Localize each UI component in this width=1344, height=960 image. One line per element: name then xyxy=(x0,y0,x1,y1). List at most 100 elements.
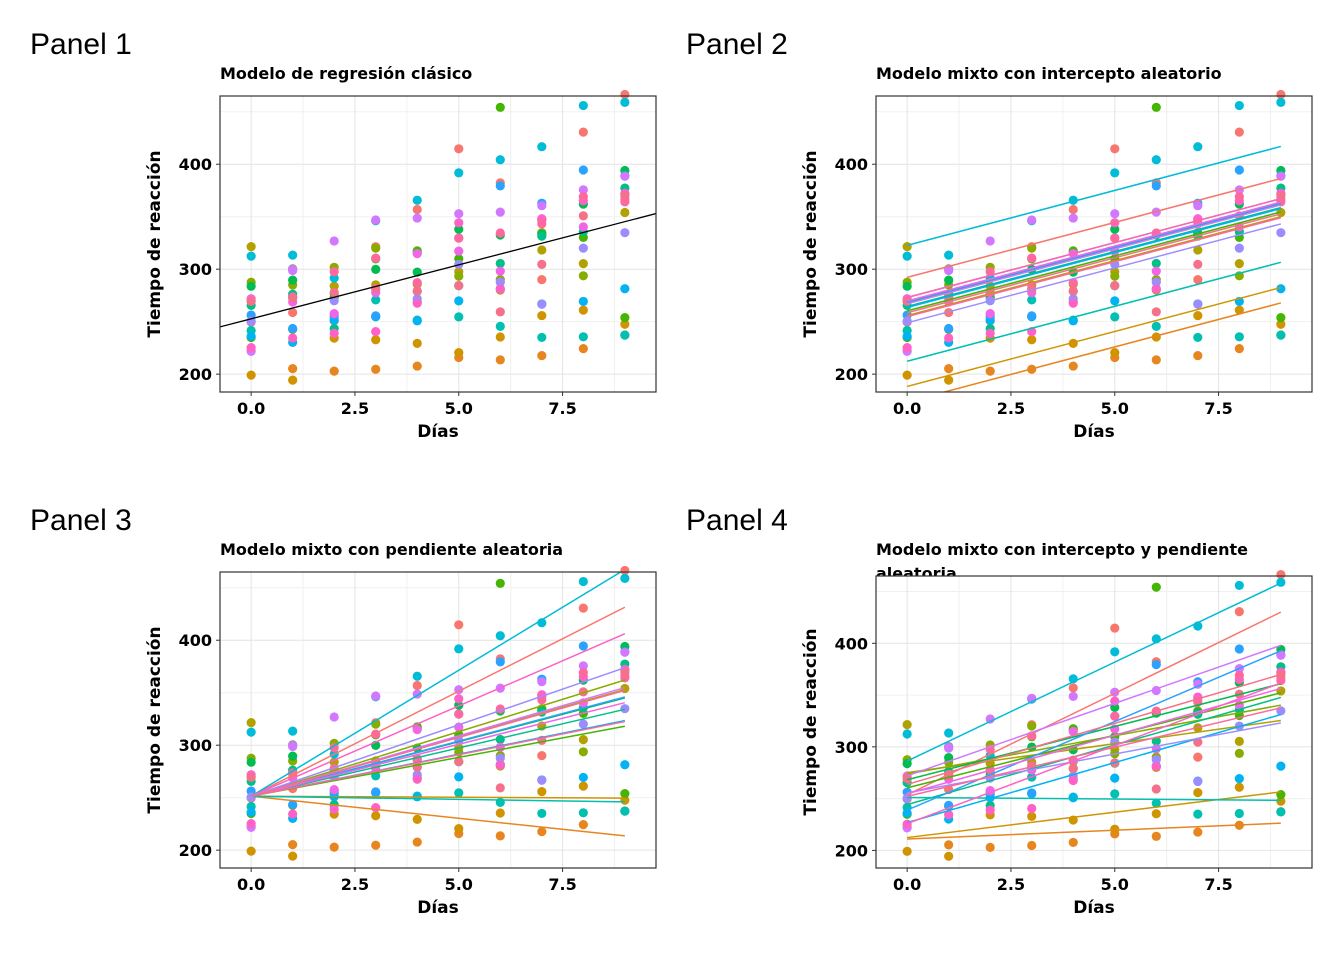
data-point xyxy=(944,375,954,385)
data-point xyxy=(371,215,381,225)
data-point xyxy=(288,293,298,303)
data-point xyxy=(620,330,630,340)
data-point xyxy=(902,719,912,730)
data-point xyxy=(1151,761,1161,772)
subject-fit-line xyxy=(250,667,626,797)
data-point xyxy=(495,797,505,807)
subject-fit-line xyxy=(906,261,1282,362)
x-tick-label: 5.0 xyxy=(1101,399,1129,418)
data-point xyxy=(329,267,339,277)
data-point xyxy=(454,756,464,767)
data-point xyxy=(288,851,298,861)
data-point xyxy=(246,807,256,817)
chart-svg: 0.0 2.5 5.0 7.5 200 300 400 Días Tiempo de reacc… xyxy=(145,565,657,918)
data-point xyxy=(246,242,256,252)
data-point xyxy=(902,759,912,769)
subject-fit-line xyxy=(907,796,1281,802)
data-point xyxy=(1151,181,1161,191)
data-point xyxy=(1027,811,1037,822)
data-point xyxy=(1234,644,1244,654)
data-point xyxy=(288,265,298,276)
data-point xyxy=(578,576,588,587)
data-point xyxy=(1234,748,1244,758)
data-point xyxy=(537,808,547,819)
data-point xyxy=(246,772,256,782)
data-point xyxy=(537,219,547,229)
data-point xyxy=(454,772,464,782)
data-point xyxy=(495,578,505,588)
data-point xyxy=(578,781,588,791)
y-axis-label: Tiempo de reacción xyxy=(801,150,821,337)
data-point xyxy=(1276,228,1286,238)
data-point xyxy=(1151,307,1161,317)
data-point xyxy=(1110,789,1120,799)
data-point xyxy=(620,788,630,799)
data-point xyxy=(371,840,381,850)
data-point xyxy=(454,209,464,219)
data-point xyxy=(1193,827,1203,837)
data-point xyxy=(288,275,298,285)
data-point xyxy=(1234,127,1244,137)
data-point xyxy=(944,250,954,260)
panel-2: Panel 2 Modelo mixto con intercepto alea… xyxy=(656,0,1328,480)
subject-fit-line xyxy=(250,708,626,797)
data-point xyxy=(620,760,630,770)
data-point xyxy=(288,307,298,318)
data-point xyxy=(537,350,547,361)
data-point xyxy=(985,842,995,852)
data-point xyxy=(1276,789,1286,800)
subject-fit-line xyxy=(906,206,1282,308)
data-point xyxy=(578,735,588,745)
data-point xyxy=(1068,763,1078,773)
data-point xyxy=(371,243,381,253)
data-point xyxy=(1193,788,1203,798)
data-point xyxy=(1110,711,1120,721)
data-point xyxy=(495,181,505,191)
data-point xyxy=(578,127,588,137)
data-point xyxy=(1234,243,1244,253)
data-point xyxy=(578,344,588,354)
data-point xyxy=(329,308,339,319)
plot-border xyxy=(875,575,1313,869)
data-point xyxy=(1110,168,1120,178)
data-point xyxy=(620,97,630,108)
plot-background xyxy=(220,96,656,392)
data-point xyxy=(620,228,630,238)
subject-fit-line xyxy=(250,679,626,797)
data-point xyxy=(454,709,464,719)
data-point xyxy=(1151,831,1161,841)
data-point xyxy=(495,808,505,818)
data-point xyxy=(412,774,422,784)
data-point xyxy=(1027,788,1037,798)
data-point xyxy=(944,728,954,738)
data-point xyxy=(944,810,954,820)
data-point xyxy=(578,243,588,253)
data-point xyxy=(371,364,381,374)
data-point xyxy=(1234,774,1244,784)
data-point xyxy=(1027,721,1037,731)
data-point xyxy=(1234,305,1244,315)
data-point xyxy=(1110,224,1120,234)
data-point xyxy=(985,267,995,277)
data-point xyxy=(1110,312,1120,322)
y-tick-label: 400 xyxy=(835,155,868,174)
fit-lines xyxy=(906,582,1282,840)
data-point xyxy=(620,565,630,576)
data-point xyxy=(537,775,547,785)
data-point xyxy=(1110,824,1120,834)
data-point xyxy=(1027,335,1037,345)
data-point xyxy=(1110,702,1120,712)
data-point xyxy=(495,307,505,317)
data-point xyxy=(578,603,588,613)
subject-fit-line xyxy=(906,207,1282,309)
y-tick-label: 300 xyxy=(835,260,868,279)
subject-fit-line xyxy=(906,177,1282,279)
data-point xyxy=(537,786,547,797)
data-point xyxy=(1110,209,1120,219)
subject-fit-line xyxy=(906,223,1282,324)
data-point xyxy=(1151,784,1161,794)
data-point xyxy=(454,246,464,256)
data-point xyxy=(578,641,588,651)
data-point xyxy=(1068,361,1078,371)
x-tick-label: 5.0 xyxy=(1101,875,1129,894)
